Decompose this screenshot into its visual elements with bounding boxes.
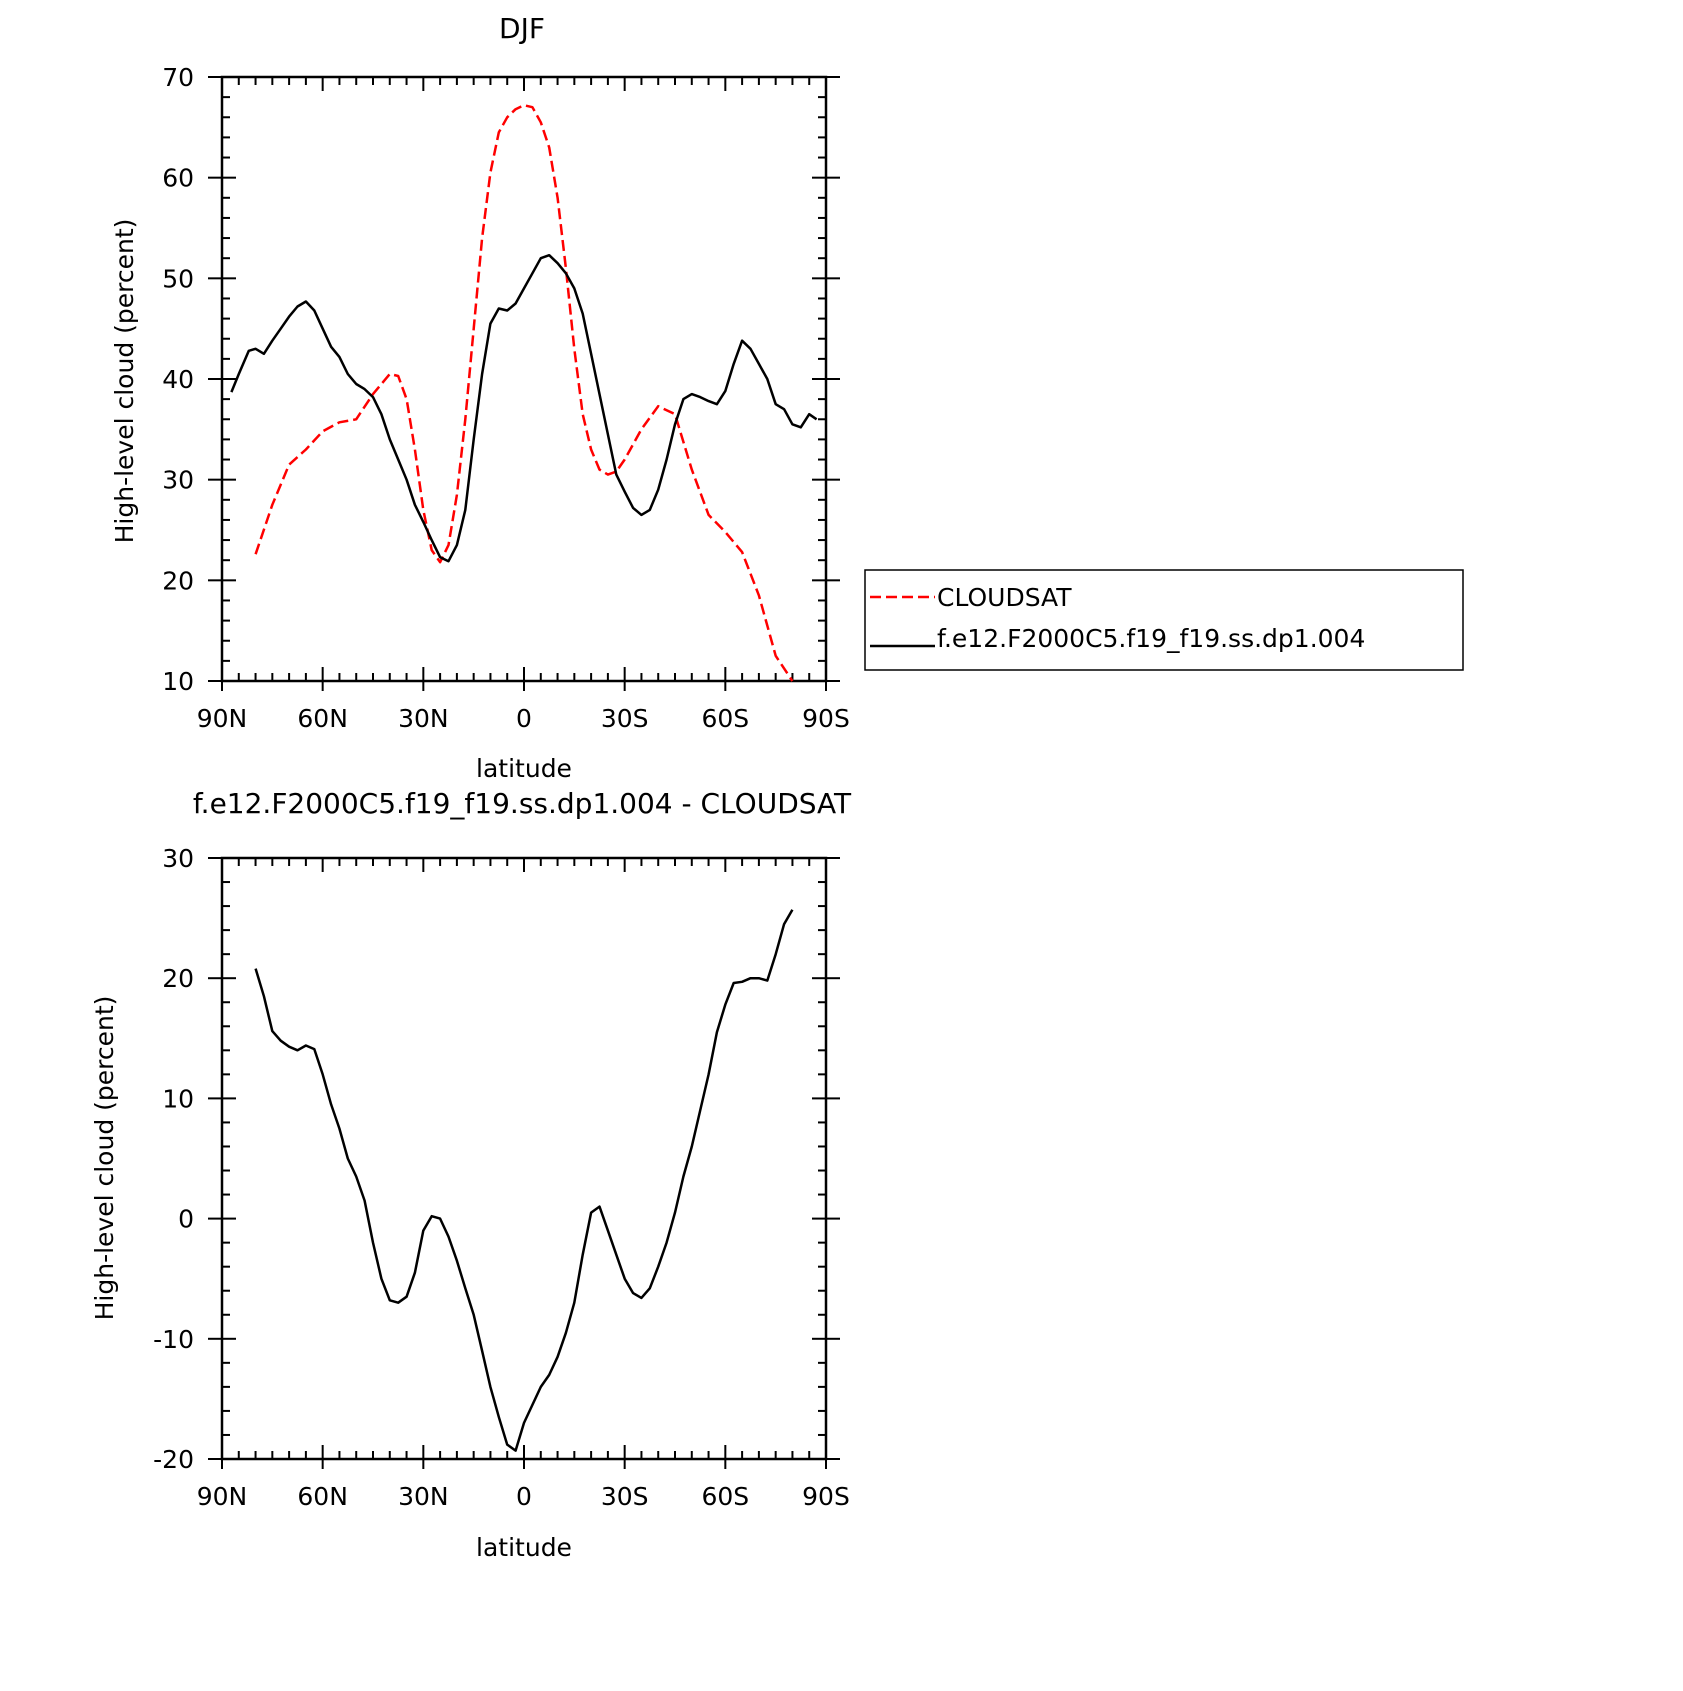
x-tick-label: 90N (197, 704, 248, 733)
y-tick-label: 30 (162, 844, 194, 873)
y-tick-label: 40 (162, 365, 194, 394)
x-tick-label: 60S (701, 1482, 749, 1511)
bottom-series (254, 909, 794, 1452)
top-plot-frame (220, 75, 828, 683)
top-y-axis-label: High-level cloud (percent) (110, 219, 139, 544)
series-line-0 (254, 909, 794, 1452)
legend-label-model: f.e12.F2000C5.f19_f19.ss.dp1.004 (937, 624, 1365, 653)
x-tick-label: 0 (516, 1482, 532, 1511)
x-tick-label: 90S (802, 704, 850, 733)
top-chart-title: DJF (499, 12, 545, 45)
x-tick-label: 30S (601, 704, 649, 733)
bottom-panel: f.e12.F2000C5.f19_f19.ss.dp1.004 - CLOUD… (90, 787, 852, 1562)
top-ticks: 90N 60N 30N 0 30S 60S 90S 10 20 30 40 50 60 70 (162, 63, 850, 733)
legend-box (864, 569, 1464, 671)
x-tick-label: 60N (297, 1482, 348, 1511)
legend-label-cloudsat: CLOUDSAT (937, 583, 1072, 612)
series-line-1 (230, 253, 818, 563)
y-tick-label: 30 (162, 466, 194, 495)
x-tick-label: 90N (197, 1482, 248, 1511)
x-tick-label: 90S (802, 1482, 850, 1511)
y-tick-label: 50 (162, 264, 194, 293)
top-x-axis-label: latitude (476, 754, 572, 783)
top-panel: DJF 90N 60N 30N 0 30S 60S 90S 10 20 30 40 50 60 70 la… (110, 12, 1464, 783)
bottom-ticks: 90N 60N 30N 0 30S 60S 90S -20 -10 0 10 20 30 (153, 844, 850, 1511)
x-tick-label: 30N (398, 704, 449, 733)
x-tick-label: 30N (398, 1482, 449, 1511)
y-tick-label: 0 (178, 1205, 194, 1234)
y-tick-label: -20 (153, 1445, 194, 1474)
top-series (230, 103, 818, 682)
x-tick-label: 60S (701, 704, 749, 733)
x-tick-label: 60N (297, 704, 348, 733)
bottom-x-axis-label: latitude (476, 1533, 572, 1562)
y-tick-label: 10 (162, 667, 194, 696)
series-line-0 (254, 103, 794, 682)
y-tick-label: 20 (162, 964, 194, 993)
x-tick-label: 30S (601, 1482, 649, 1511)
bottom-y-axis-label: High-level cloud (percent) (90, 996, 119, 1321)
legend: CLOUDSAT f.e12.F2000C5.f19_f19.ss.dp1.00… (864, 569, 1464, 671)
x-tick-label: 0 (516, 704, 532, 733)
y-tick-label: 70 (162, 63, 194, 92)
bottom-plot-frame (220, 856, 828, 1461)
bottom-chart-title: f.e12.F2000C5.f19_f19.ss.dp1.004 - CLOUD… (193, 787, 852, 820)
y-tick-label: 60 (162, 164, 194, 193)
y-tick-label: -10 (153, 1325, 194, 1354)
y-tick-label: 20 (162, 566, 194, 595)
y-tick-label: 10 (162, 1084, 194, 1113)
